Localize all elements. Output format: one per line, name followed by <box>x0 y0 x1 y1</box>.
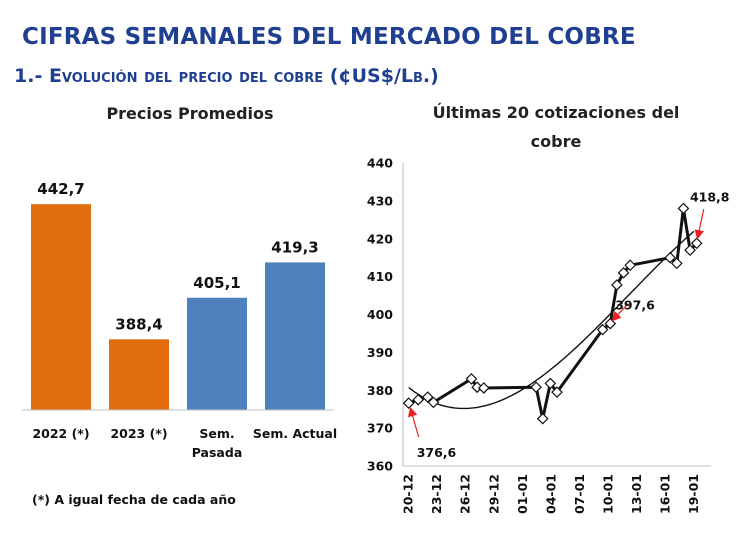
line-chart-title: Últimas 20 cotizaciones del <box>433 103 680 122</box>
data-point-marker <box>421 391 434 403</box>
subtitle-prefix: 1.- E <box>14 65 62 87</box>
annotation-arrow <box>694 209 705 240</box>
bar-value-label: 388,4 <box>115 315 162 333</box>
x-tick-label: 29-12 <box>486 474 501 514</box>
line-chart-title: cobre <box>531 132 582 151</box>
footnote: (*) A igual fecha de cada año <box>32 492 236 507</box>
data-point-marker <box>427 396 440 409</box>
data-point-marker <box>611 279 623 291</box>
x-tick-label: 13-01 <box>629 474 644 514</box>
y-tick-label: 400 <box>367 307 393 322</box>
x-tick-label: 07-01 <box>572 474 587 514</box>
bar-category-label: Pasada <box>192 445 243 460</box>
data-point-marker <box>402 397 415 409</box>
data-point-marker <box>412 393 425 406</box>
annotation-label: 376,6 <box>417 445 457 460</box>
y-tick-label: 410 <box>367 269 393 284</box>
bar-category-label: Sem. <box>199 426 234 441</box>
annotation-arrow <box>408 406 420 438</box>
annotation-label: 418,8 <box>690 189 730 204</box>
bar-3 <box>187 297 247 410</box>
data-point-marker <box>684 244 696 256</box>
annotation-label: 397,6 <box>615 298 655 313</box>
x-tick-label: 23-12 <box>429 474 444 514</box>
annotation-arrow <box>611 303 629 322</box>
data-point-marker <box>690 237 703 250</box>
bar-1 <box>31 204 91 410</box>
bar-value-label: 405,1 <box>193 274 240 292</box>
subtitle-rest: volución del precio del cobre (¢US$/Lb.) <box>61 65 439 87</box>
bar-category-label: 2022 (*) <box>32 426 89 441</box>
data-point-marker <box>477 382 490 394</box>
x-tick-label: 19-01 <box>686 474 701 514</box>
x-tick-label: 10-01 <box>600 474 615 514</box>
y-tick-label: 380 <box>367 383 393 398</box>
data-point-marker <box>677 202 690 215</box>
bar-value-label: 442,7 <box>37 180 84 198</box>
x-tick-label: 04-01 <box>543 474 558 514</box>
data-point-marker <box>617 266 630 279</box>
x-tick-label: 20-12 <box>401 474 416 514</box>
trend-line <box>408 230 695 410</box>
data-point-marker <box>544 377 557 390</box>
price-series-line <box>408 206 698 421</box>
bar-4 <box>265 262 325 410</box>
bar-value-label: 419,3 <box>271 238 318 256</box>
data-point-marker <box>465 373 478 385</box>
y-tick-label: 370 <box>367 421 393 436</box>
x-tick-label: 16-01 <box>657 474 672 514</box>
section-subtitle: 1.- Evolución del precio del cobre (¢US$… <box>14 65 439 87</box>
bar-chart-title: Precios Promedios <box>106 104 273 123</box>
bar-2 <box>109 339 169 410</box>
data-point-marker <box>596 323 609 336</box>
bar-category-label: 2023 (*) <box>110 426 167 441</box>
y-tick-label: 420 <box>367 231 393 246</box>
y-tick-label: 390 <box>367 345 393 360</box>
data-point-marker <box>624 259 637 272</box>
data-point-marker <box>551 386 563 398</box>
y-tick-label: 440 <box>367 156 393 171</box>
bar-category-label: Sem. Actual <box>253 426 337 441</box>
x-tick-label: 01-01 <box>515 474 530 514</box>
data-point-marker <box>530 381 542 394</box>
data-point-marker <box>670 257 683 270</box>
y-tick-label: 430 <box>367 193 393 208</box>
data-point-marker <box>536 412 549 425</box>
x-tick-label: 26-12 <box>458 474 473 514</box>
y-tick-label: 360 <box>367 459 393 474</box>
page-title: CIFRAS SEMANALES DEL MERCADO DEL COBRE <box>22 24 636 50</box>
data-point-marker <box>664 251 676 264</box>
average-prices-bar-chart: Precios Promedios 442,7 2022 (*) 388,4 2023 … <box>22 104 337 460</box>
